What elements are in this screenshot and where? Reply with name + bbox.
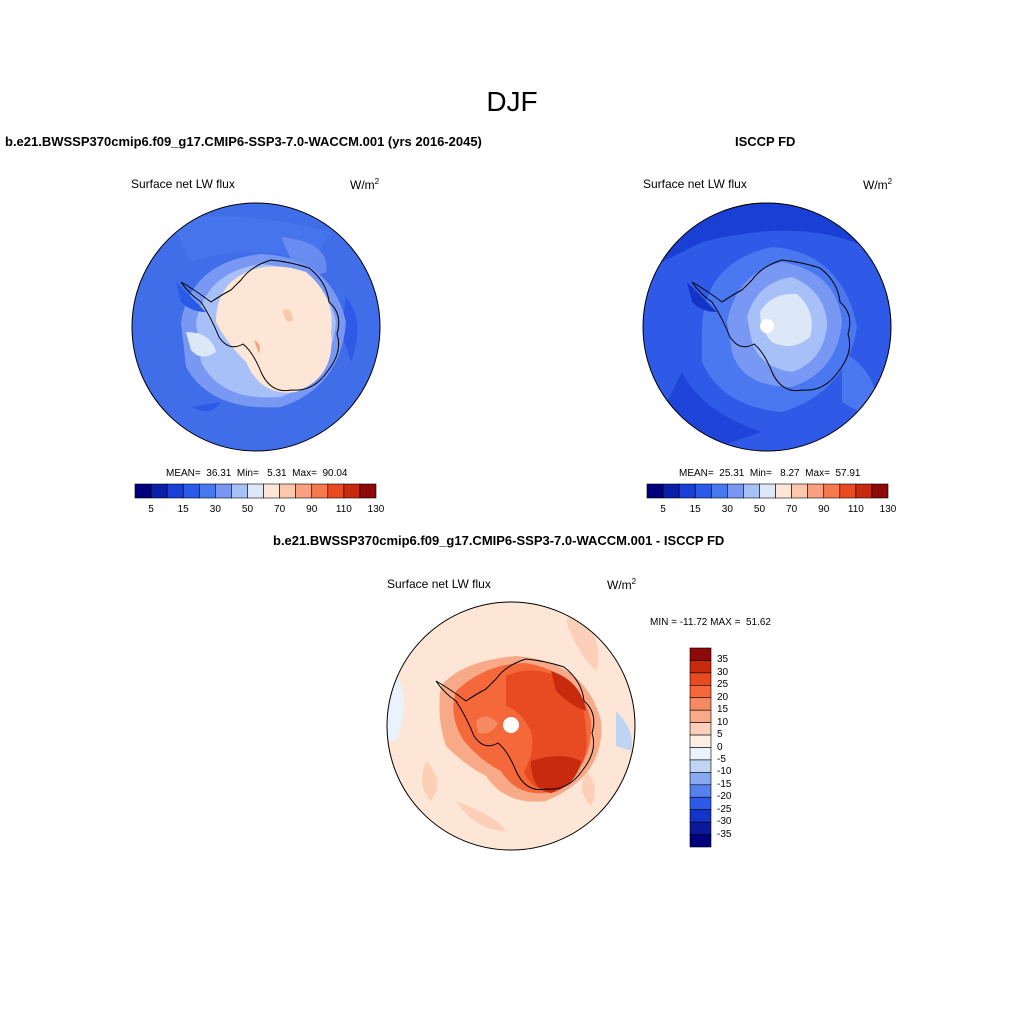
panel2-title: ISCCP FD bbox=[735, 134, 796, 149]
colorbar-tick-label: 5 bbox=[717, 729, 723, 741]
colorbar-swatch bbox=[279, 483, 296, 499]
colorbar-swatch bbox=[689, 747, 712, 761]
panel2-variable-label: Surface net LW flux bbox=[643, 177, 747, 191]
panel1-variable-label: Surface net LW flux bbox=[131, 177, 235, 191]
colorbar-tick-label: 15 bbox=[717, 704, 729, 716]
colorbar-swatch bbox=[689, 772, 712, 786]
colorbar-tick-label: 30 bbox=[209, 504, 221, 515]
colorbar-swatch bbox=[727, 483, 744, 499]
panel1-units: W/m2 bbox=[350, 177, 380, 192]
colorbar-tick-label: 130 bbox=[367, 504, 385, 515]
colorbar-swatch bbox=[231, 483, 248, 499]
colorbar-tick-label: -20 bbox=[717, 791, 732, 803]
colorbar-swatch bbox=[646, 483, 664, 499]
colorbar-swatch bbox=[689, 809, 712, 823]
colorbar-swatch bbox=[263, 483, 280, 499]
colorbar-tick-label: -30 bbox=[717, 816, 732, 828]
colorbar-tick-label: 15 bbox=[177, 504, 189, 515]
colorbar-tick-label: -10 bbox=[717, 766, 732, 778]
colorbar-tick-label: 70 bbox=[786, 504, 798, 515]
colorbar-tick-label: 30 bbox=[721, 504, 733, 515]
figure-title: DJF bbox=[486, 86, 538, 117]
colorbar-swatch bbox=[134, 483, 152, 499]
colorbar-swatch bbox=[689, 759, 712, 773]
colorbar-swatch bbox=[871, 483, 889, 499]
colorbar-tick-label: 90 bbox=[306, 504, 318, 515]
colorbar-tick-label: 35 bbox=[717, 654, 729, 666]
colorbar-tick-label: 5 bbox=[660, 504, 666, 515]
colorbar-tick-label: 70 bbox=[274, 504, 286, 515]
colorbar-swatch bbox=[839, 483, 857, 499]
colorbar-swatch bbox=[689, 734, 712, 748]
colorbar-swatch bbox=[215, 483, 232, 499]
panel1-polar-map bbox=[131, 202, 381, 452]
colorbar-swatch bbox=[359, 483, 377, 499]
colorbar-tick-label: 20 bbox=[717, 691, 729, 703]
colorbar-tick-label: 25 bbox=[717, 679, 729, 691]
colorbar-tick-label: 50 bbox=[753, 504, 766, 515]
colorbar-tick-label: 30 bbox=[717, 666, 729, 678]
panel1-stats: MEAN= 36.31 Min= 5.31 Max= 90.04 bbox=[166, 468, 348, 479]
colorbar-swatch bbox=[710, 483, 728, 499]
colorbar-swatch bbox=[855, 483, 873, 499]
colorbar-tick-label: 50 bbox=[241, 504, 254, 515]
colorbar-swatch bbox=[689, 821, 712, 835]
colorbar-tick-label: -15 bbox=[717, 778, 732, 790]
colorbar-swatch bbox=[689, 796, 712, 810]
colorbar-swatch bbox=[694, 483, 712, 499]
panel3-units: W/m2 bbox=[607, 577, 637, 592]
colorbar-tick-label: 110 bbox=[335, 504, 352, 515]
colorbar-swatch bbox=[311, 483, 329, 499]
colorbar-tick-label: -35 bbox=[717, 828, 732, 840]
colorbar-swatch bbox=[689, 685, 712, 699]
colorbar-tick-label: 10 bbox=[717, 716, 729, 728]
colorbar-swatch bbox=[327, 483, 345, 499]
colorbar-swatch bbox=[689, 697, 712, 711]
colorbar-swatch bbox=[689, 672, 712, 686]
colorbar-tick-label: 0 bbox=[717, 741, 723, 753]
colorbar-tick-label: 110 bbox=[847, 504, 864, 515]
panel2-colorbar bbox=[646, 483, 889, 499]
colorbar-swatch bbox=[182, 483, 200, 499]
panel2-units: W/m2 bbox=[863, 177, 893, 192]
colorbar-swatch bbox=[759, 483, 776, 499]
colorbar-swatch bbox=[678, 483, 696, 499]
colorbar-swatch bbox=[689, 834, 712, 848]
colorbar-swatch bbox=[689, 784, 712, 798]
colorbar-swatch bbox=[743, 483, 760, 499]
colorbar-swatch bbox=[166, 483, 184, 499]
colorbar-swatch bbox=[689, 709, 712, 723]
colorbar-tick-label: -25 bbox=[717, 803, 732, 815]
colorbar-swatch bbox=[198, 483, 216, 499]
panel3-colorbar bbox=[689, 647, 712, 848]
colorbar-tick-label: -5 bbox=[717, 753, 726, 765]
colorbar-swatch bbox=[791, 483, 808, 499]
panel3-polar-map bbox=[386, 601, 636, 851]
colorbar-swatch bbox=[823, 483, 841, 499]
colorbar-swatch bbox=[662, 483, 680, 499]
colorbar-tick-label: 130 bbox=[879, 504, 897, 515]
colorbar-swatch bbox=[295, 483, 313, 499]
colorbar-swatch bbox=[775, 483, 792, 499]
panel3-stats: MIN = -11.72 MAX = 51.62 bbox=[650, 617, 771, 628]
colorbar-swatch bbox=[807, 483, 825, 499]
panel1-colorbar bbox=[134, 483, 377, 499]
colorbar-swatch bbox=[150, 483, 168, 499]
colorbar-swatch bbox=[343, 483, 361, 499]
panel2-stats: MEAN= 25.31 Min= 8.27 Max= 57.91 bbox=[679, 468, 861, 479]
colorbar-tick-label: 15 bbox=[689, 504, 701, 515]
colorbar-tick-label: 5 bbox=[148, 504, 154, 515]
colorbar-swatch bbox=[689, 660, 712, 674]
panel3-variable-label: Surface net LW flux bbox=[387, 577, 491, 591]
colorbar-swatch bbox=[247, 483, 264, 499]
colorbar-swatch bbox=[689, 647, 712, 661]
panel1-title: b.e21.BWSSP370cmip6.f09_g17.CMIP6-SSP3-7… bbox=[5, 134, 482, 149]
panel3-title: b.e21.BWSSP370cmip6.f09_g17.CMIP6-SSP3-7… bbox=[273, 533, 725, 548]
panel2-polar-map bbox=[642, 202, 892, 452]
colorbar-tick-label: 90 bbox=[818, 504, 830, 515]
colorbar-swatch bbox=[689, 722, 712, 736]
